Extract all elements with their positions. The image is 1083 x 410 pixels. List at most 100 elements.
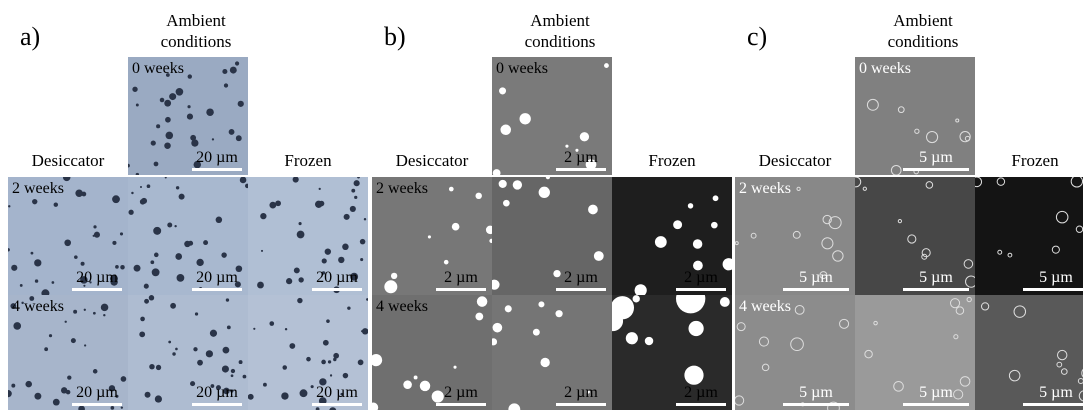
particle [840, 319, 849, 328]
particle [874, 321, 877, 324]
particle [492, 338, 497, 345]
particle [144, 284, 149, 289]
particle [121, 376, 127, 382]
particle [965, 136, 969, 140]
particle [165, 117, 171, 123]
particle [297, 231, 305, 239]
scale-text: 5 µm [783, 269, 849, 287]
particle [139, 331, 145, 337]
particle [325, 248, 331, 254]
scale-bar: 5 µm [783, 269, 849, 291]
particle [855, 177, 861, 187]
column-header: Frozen [248, 150, 368, 171]
particle [713, 195, 719, 201]
time-label: 0 weeks [132, 60, 184, 78]
scale-text: 5 µm [1023, 384, 1083, 402]
particle [44, 347, 48, 351]
particle [351, 189, 355, 193]
particle [25, 381, 32, 388]
particle [1076, 226, 1082, 232]
micrograph: 0 weeks 2 µm [492, 57, 612, 175]
particle [269, 202, 276, 209]
particle [326, 319, 330, 323]
particle [164, 100, 171, 107]
particle [84, 309, 86, 311]
scale-bar: 20 µm [192, 149, 242, 171]
time-label: 2 weeks [739, 180, 791, 198]
scale-bar: 2 µm [556, 149, 606, 171]
particle [865, 350, 872, 357]
particle [235, 61, 239, 65]
particle [31, 252, 34, 255]
time-label: 0 weeks [496, 60, 548, 78]
particle [174, 225, 176, 227]
micrograph: 2 weeks20 µm [8, 177, 128, 295]
particle [81, 262, 85, 266]
scale-text: 5 µm [903, 384, 969, 402]
row-header: Desiccator [8, 150, 128, 171]
particle [169, 93, 176, 100]
scale-line [312, 288, 362, 291]
particle [188, 74, 192, 78]
particle [343, 373, 348, 378]
particle [65, 321, 67, 323]
particle [321, 360, 326, 365]
particle [269, 321, 274, 326]
particle [206, 108, 214, 116]
particle [177, 274, 185, 282]
particle [645, 337, 653, 345]
particle [128, 210, 133, 215]
particle [492, 280, 500, 290]
particle [500, 125, 510, 135]
particle [61, 387, 67, 393]
scale-bar: 5 µm [1023, 269, 1083, 291]
scale-bar: 20 µm [312, 384, 362, 406]
particle [505, 305, 512, 312]
particle [111, 406, 115, 410]
time-label: 2 weeks [12, 180, 64, 198]
particle [132, 87, 137, 92]
particle [160, 98, 165, 103]
column-header: Frozen [975, 150, 1083, 171]
scale-line [676, 288, 726, 291]
particle [711, 222, 718, 229]
particle [520, 113, 531, 124]
particle [533, 329, 540, 336]
particle [306, 357, 311, 362]
particle [735, 242, 738, 245]
particle [73, 310, 77, 314]
particle [357, 177, 360, 179]
scale-bar: 5 µm [783, 384, 849, 406]
scale-text: 5 µm [1023, 269, 1083, 287]
particle [53, 399, 60, 406]
particle [452, 223, 460, 231]
scale-bar: 5 µm [1023, 384, 1083, 406]
particle [358, 360, 364, 366]
particle [1057, 362, 1062, 367]
particle [231, 369, 235, 373]
particle [1078, 378, 1083, 383]
particle [762, 364, 769, 371]
particle [546, 177, 550, 179]
particle [499, 87, 506, 94]
particle [203, 240, 208, 245]
particle [152, 268, 160, 276]
particle [898, 219, 901, 222]
particle [328, 360, 331, 363]
particle [281, 392, 288, 399]
particle [540, 358, 549, 367]
particle [414, 376, 418, 380]
particle [8, 205, 10, 207]
particle [956, 307, 964, 315]
particle [604, 63, 609, 68]
particle [594, 251, 604, 261]
column-header: Ambient conditions [133, 10, 259, 52]
particle [926, 182, 933, 189]
particle [403, 380, 412, 389]
scale-line [312, 403, 362, 406]
particle [136, 173, 139, 175]
particle [34, 259, 41, 266]
particle [538, 301, 544, 307]
particle [210, 330, 217, 337]
